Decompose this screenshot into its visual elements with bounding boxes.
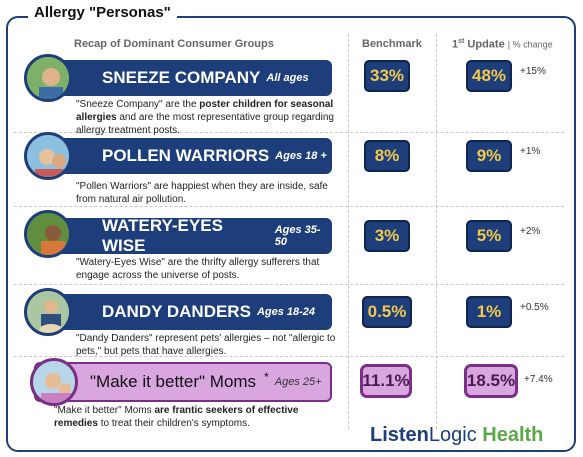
- percent-change: +2%: [520, 226, 541, 237]
- update-value: 9%: [466, 140, 512, 172]
- divider: [348, 34, 349, 429]
- persona-ages: Ages 25+: [274, 376, 322, 388]
- persona-bar-sneeze-company: SNEEZE COMPANY All ages: [46, 60, 332, 96]
- benchmark-value: 33%: [364, 60, 410, 92]
- personas-panel: [6, 16, 576, 452]
- percent-change: +15%: [520, 66, 546, 77]
- page-title: Allergy "Personas": [28, 4, 177, 21]
- person-photo-icon: [30, 358, 78, 406]
- update-value: 18.5%: [464, 364, 518, 398]
- persona-ages: All ages: [266, 72, 309, 84]
- percent-change: +7.4%: [524, 374, 553, 385]
- persona-bar-dandy-danders: DANDY DANDERS Ages 18-24: [46, 294, 332, 330]
- persona-description: "Watery-Eyes Wise" are the thrifty aller…: [76, 257, 320, 281]
- persona-ages: Ages 35-50: [274, 224, 321, 248]
- persona-description: "Make it better" Moms are frantic seeker…: [54, 405, 299, 429]
- person-photo-icon: [24, 132, 72, 180]
- benchmark-value: 3%: [364, 220, 410, 252]
- persona-ages: Ages 18-24: [256, 306, 316, 318]
- update-value: 1%: [466, 296, 512, 328]
- benchmark-header: Benchmark: [362, 38, 422, 50]
- update-value: 48%: [466, 60, 512, 92]
- update-value: 5%: [466, 220, 512, 252]
- persona-name: WATERY-EYES WISE: [102, 216, 223, 255]
- persona-ages: Ages 18 +: [275, 150, 327, 162]
- divider: [14, 284, 564, 285]
- benchmark-value: 8%: [364, 140, 410, 172]
- persona-description: "Sneeze Company" are the poster children…: [76, 99, 334, 136]
- persona-bar-watery-eyes-wise: WATERY-EYES WISE Ages 35-50: [46, 216, 332, 255]
- persona-name: "Make it better" Moms: [90, 372, 257, 391]
- divider: [14, 206, 564, 207]
- update-header: 1st Update | % change: [452, 38, 553, 51]
- persona-name: DANDY DANDERS: [102, 302, 251, 321]
- footnote-marker: *: [264, 370, 269, 384]
- persona-description: "Dandy Danders" represent pets' allergie…: [76, 333, 336, 357]
- persona-name: POLLEN WARRIORS: [102, 146, 270, 165]
- benchmark-value: 0.5%: [362, 296, 412, 328]
- percent-change: +1%: [520, 146, 541, 157]
- divider: [14, 132, 564, 133]
- persona-name: SNEEZE COMPANY: [102, 68, 261, 87]
- divider: [14, 356, 564, 357]
- persona-bar-pollen-warriors: POLLEN WARRIORS Ages 18 +: [46, 138, 332, 174]
- persona-bar-make-it-better-moms: "Make it better" Moms * Ages 25+: [34, 362, 332, 402]
- brand-logo: ListenLogic Health: [370, 424, 544, 446]
- divider: [436, 34, 437, 429]
- percent-change: +0.5%: [520, 302, 549, 313]
- person-photo-icon: [24, 54, 72, 102]
- recap-header: Recap of Dominant Consumer Groups: [74, 38, 274, 50]
- persona-description: "Pollen Warriors" are happiest when they…: [76, 181, 328, 205]
- person-photo-icon: [24, 210, 72, 258]
- benchmark-value: 11.1%: [360, 364, 412, 398]
- person-photo-icon: [24, 288, 72, 336]
